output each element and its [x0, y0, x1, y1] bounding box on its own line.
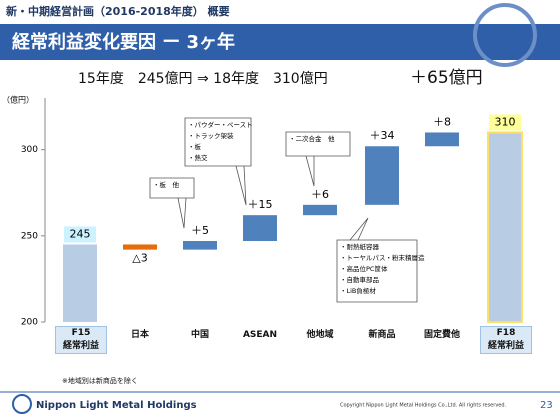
y-tick-label: 300	[21, 145, 38, 155]
page-number: 23	[540, 400, 553, 411]
callout-text: ・耐熱紙容器	[340, 242, 380, 251]
callout-text: ・トラック架装	[188, 131, 234, 140]
callout	[285, 131, 351, 187]
callout-text: ・トーヤルパス・粉末積層造	[340, 253, 425, 262]
value-label: ＋34	[370, 129, 395, 142]
callout	[149, 177, 195, 229]
bar	[487, 131, 523, 323]
bar	[63, 244, 97, 322]
logo-watermark	[473, 3, 537, 67]
slide-title: 経常利益変化要因 ー 3ヶ年	[12, 31, 235, 53]
bar	[365, 146, 399, 205]
callout-text: ・熱交	[188, 153, 208, 162]
callout-text: ・板 他	[153, 180, 180, 189]
company: Nippon Light Metal Holdings	[36, 400, 197, 411]
callout-text: ・パウダー・ペースト	[188, 120, 253, 129]
value-label-box	[64, 226, 96, 243]
x-tick-label: F15 経常利益	[55, 326, 107, 354]
value-label: ＋5	[191, 224, 209, 237]
bar	[243, 215, 277, 242]
y-tick-label: 200	[21, 318, 38, 328]
value-label: ＋8	[433, 115, 451, 128]
headline-summary: 15年度 245億円 ⇒ 18年度 310億円	[78, 71, 328, 87]
value-label: ＋15	[248, 198, 273, 211]
x-tick-label: 中国	[190, 330, 209, 340]
x-tick-label: 他地域	[306, 330, 334, 340]
value-label: △3	[132, 252, 147, 265]
callout-text: ・LiB負極材	[340, 286, 376, 295]
note: ※地域別は新商品を除く	[62, 376, 138, 385]
callout-text: ・自動車部品	[340, 275, 379, 284]
x-tick-label: F18 経常利益	[480, 326, 532, 354]
callout-text: ・高品位PC筐体	[340, 264, 388, 273]
header-bar	[0, 0, 560, 22]
bar	[183, 241, 217, 250]
section-title: 新・中期経営計画（2016-2018年度） 概要	[6, 4, 230, 18]
value-label-box	[489, 114, 521, 131]
value-label: 310	[495, 115, 516, 128]
x-tick-label: 日本	[130, 330, 149, 340]
bar	[123, 244, 157, 250]
copyright: Copyright Nippon Light Metal Holdings Co…	[340, 403, 507, 409]
value-label: ＋6	[311, 188, 329, 201]
bar	[425, 132, 459, 147]
headline-change: ＋65億円	[410, 68, 483, 88]
callout-text: ・二次合金 他	[289, 134, 335, 143]
callout	[336, 217, 418, 303]
y-unit: （億円）	[2, 95, 34, 105]
bar	[303, 204, 337, 216]
y-tick-label: 250	[21, 231, 38, 241]
value-label: 245	[70, 227, 91, 240]
x-tick-label: 新商品	[368, 330, 396, 340]
logo	[12, 394, 32, 414]
x-tick-label: ASEAN	[242, 330, 278, 340]
title-banner	[0, 24, 560, 60]
callout	[184, 117, 252, 206]
callout-text: ・板	[188, 142, 202, 151]
x-tick-label: 固定費他	[423, 330, 460, 340]
